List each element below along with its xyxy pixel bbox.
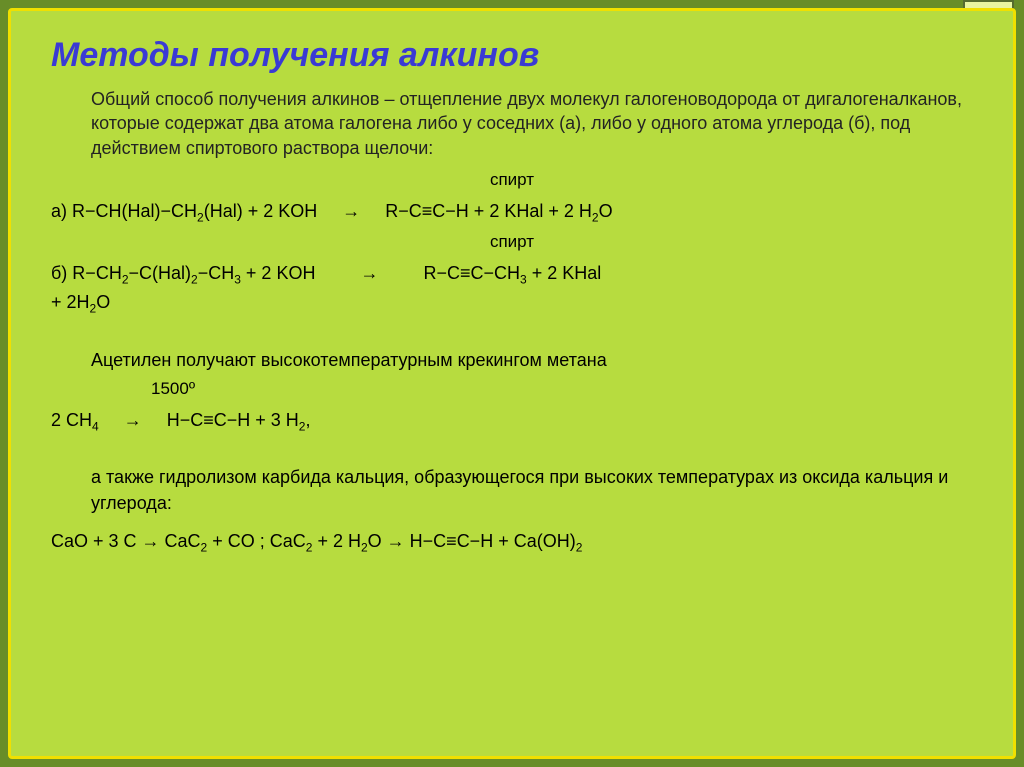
rb-sub4: 3 bbox=[520, 273, 527, 287]
ra-left: а) R−CH(Hal)−CH bbox=[51, 201, 197, 221]
rb-sub3: 3 bbox=[234, 273, 241, 287]
ra-arrow: → bbox=[342, 201, 360, 221]
rb-right2: + 2 KHal bbox=[527, 263, 602, 283]
rc-sub1: 4 bbox=[92, 419, 99, 433]
section2-text: Ацетилен получают высокотемпературным кр… bbox=[91, 348, 973, 373]
reaction-d: CaO + 3 C → CaC2 + CO ; CaC2 + 2 H2O → H… bbox=[51, 528, 973, 557]
rb-left4: + 2 KOH bbox=[241, 263, 316, 283]
rd-p4: O → H−C≡C−H + Ca(OH) bbox=[368, 531, 576, 551]
rb-left2: −C(Hal) bbox=[129, 263, 192, 283]
section3-text: а также гидролизом карбида кальция, обра… bbox=[91, 465, 973, 515]
outer-frame: 28 Методы получения алкинов Общий способ… bbox=[0, 0, 1024, 767]
rd-p1: CaO + 3 C → CaC bbox=[51, 531, 201, 551]
reaction-b: б) R−CH2−C(Hal)2−CH3 + 2 KOH → R−C≡C−CH3… bbox=[51, 260, 973, 317]
reaction-c: 2 CH4 → H−C≡C−H + 3 H2, bbox=[51, 407, 973, 436]
rc-right2: , bbox=[305, 410, 310, 430]
rc-right1: H−C≡C−H + 3 H bbox=[167, 410, 299, 430]
rb-arrow: → bbox=[360, 263, 378, 283]
solvent-label-b: спирт bbox=[51, 232, 973, 252]
ra-right1: R−C≡C−H + 2 KHal + 2 H bbox=[385, 201, 592, 221]
ra-sub1: 2 bbox=[197, 210, 204, 224]
solvent-label-a: спирт bbox=[51, 170, 973, 190]
reaction-a: а) R−CH(Hal)−CH2(Hal) + 2 KOH → R−C≡C−H … bbox=[51, 198, 973, 227]
slide-title: Методы получения алкинов bbox=[51, 36, 973, 75]
rd-p2: + CO ; CaC bbox=[207, 531, 306, 551]
slide-content: Методы получения алкинов Общий способ по… bbox=[8, 8, 1016, 759]
ra-mid1: (Hal) + 2 KOH bbox=[204, 201, 318, 221]
ra-sub2: 2 bbox=[592, 210, 599, 224]
rd-s3: 2 bbox=[361, 540, 368, 554]
rb-left1: б) R−CH bbox=[51, 263, 122, 283]
rb-sub2: 2 bbox=[191, 273, 198, 287]
rb-tail2: O bbox=[96, 292, 110, 312]
rd-p3: + 2 H bbox=[312, 531, 361, 551]
intro-text: Общий способ получения алкинов – отщепле… bbox=[91, 87, 973, 160]
rb-sub1: 2 bbox=[122, 273, 129, 287]
rd-s4: 2 bbox=[576, 540, 583, 554]
rc-left: 2 CH bbox=[51, 410, 92, 430]
temperature-label: 1500º bbox=[151, 379, 973, 399]
rb-left3: −CH bbox=[198, 263, 235, 283]
ra-right2: O bbox=[599, 201, 613, 221]
rc-arrow: → bbox=[124, 410, 142, 430]
rb-tail: + 2H bbox=[51, 292, 90, 312]
rb-right1: R−C≡C−CH bbox=[423, 263, 520, 283]
